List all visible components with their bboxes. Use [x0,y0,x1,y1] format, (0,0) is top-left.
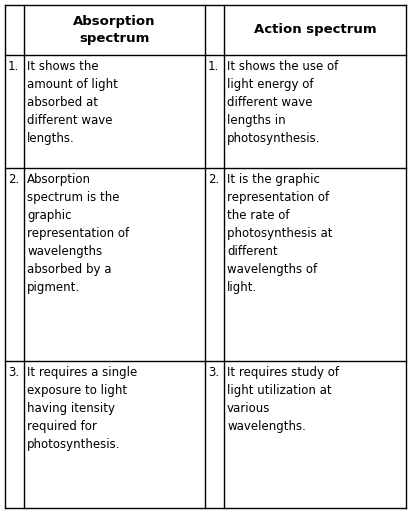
Text: 1.: 1. [8,60,19,73]
Text: 2.: 2. [8,173,19,186]
Text: Absorption
spectrum: Absorption spectrum [73,15,156,45]
Text: It requires a single
exposure to light
having itensity
required for
photosynthes: It requires a single exposure to light h… [27,366,137,451]
Text: 1.: 1. [208,60,219,73]
Text: 2.: 2. [208,173,219,186]
Text: Absorption
spectrum is the
graphic
representation of
wavelengths
absorbed by a
p: Absorption spectrum is the graphic repre… [27,173,129,294]
Text: It shows the use of
light energy of
different wave
lengths in
photosynthesis.: It shows the use of light energy of diff… [227,60,338,145]
Text: It shows the
amount of light
absorbed at
different wave
lengths.: It shows the amount of light absorbed at… [27,60,118,145]
Text: 3.: 3. [208,366,219,379]
Text: Action spectrum: Action spectrum [254,24,376,36]
Text: 3.: 3. [8,366,19,379]
Text: It is the graphic
representation of
the rate of
photosynthesis at
different
wave: It is the graphic representation of the … [227,173,332,294]
Text: It requires study of
light utilization at
various
wavelengths.: It requires study of light utilization a… [227,366,339,433]
